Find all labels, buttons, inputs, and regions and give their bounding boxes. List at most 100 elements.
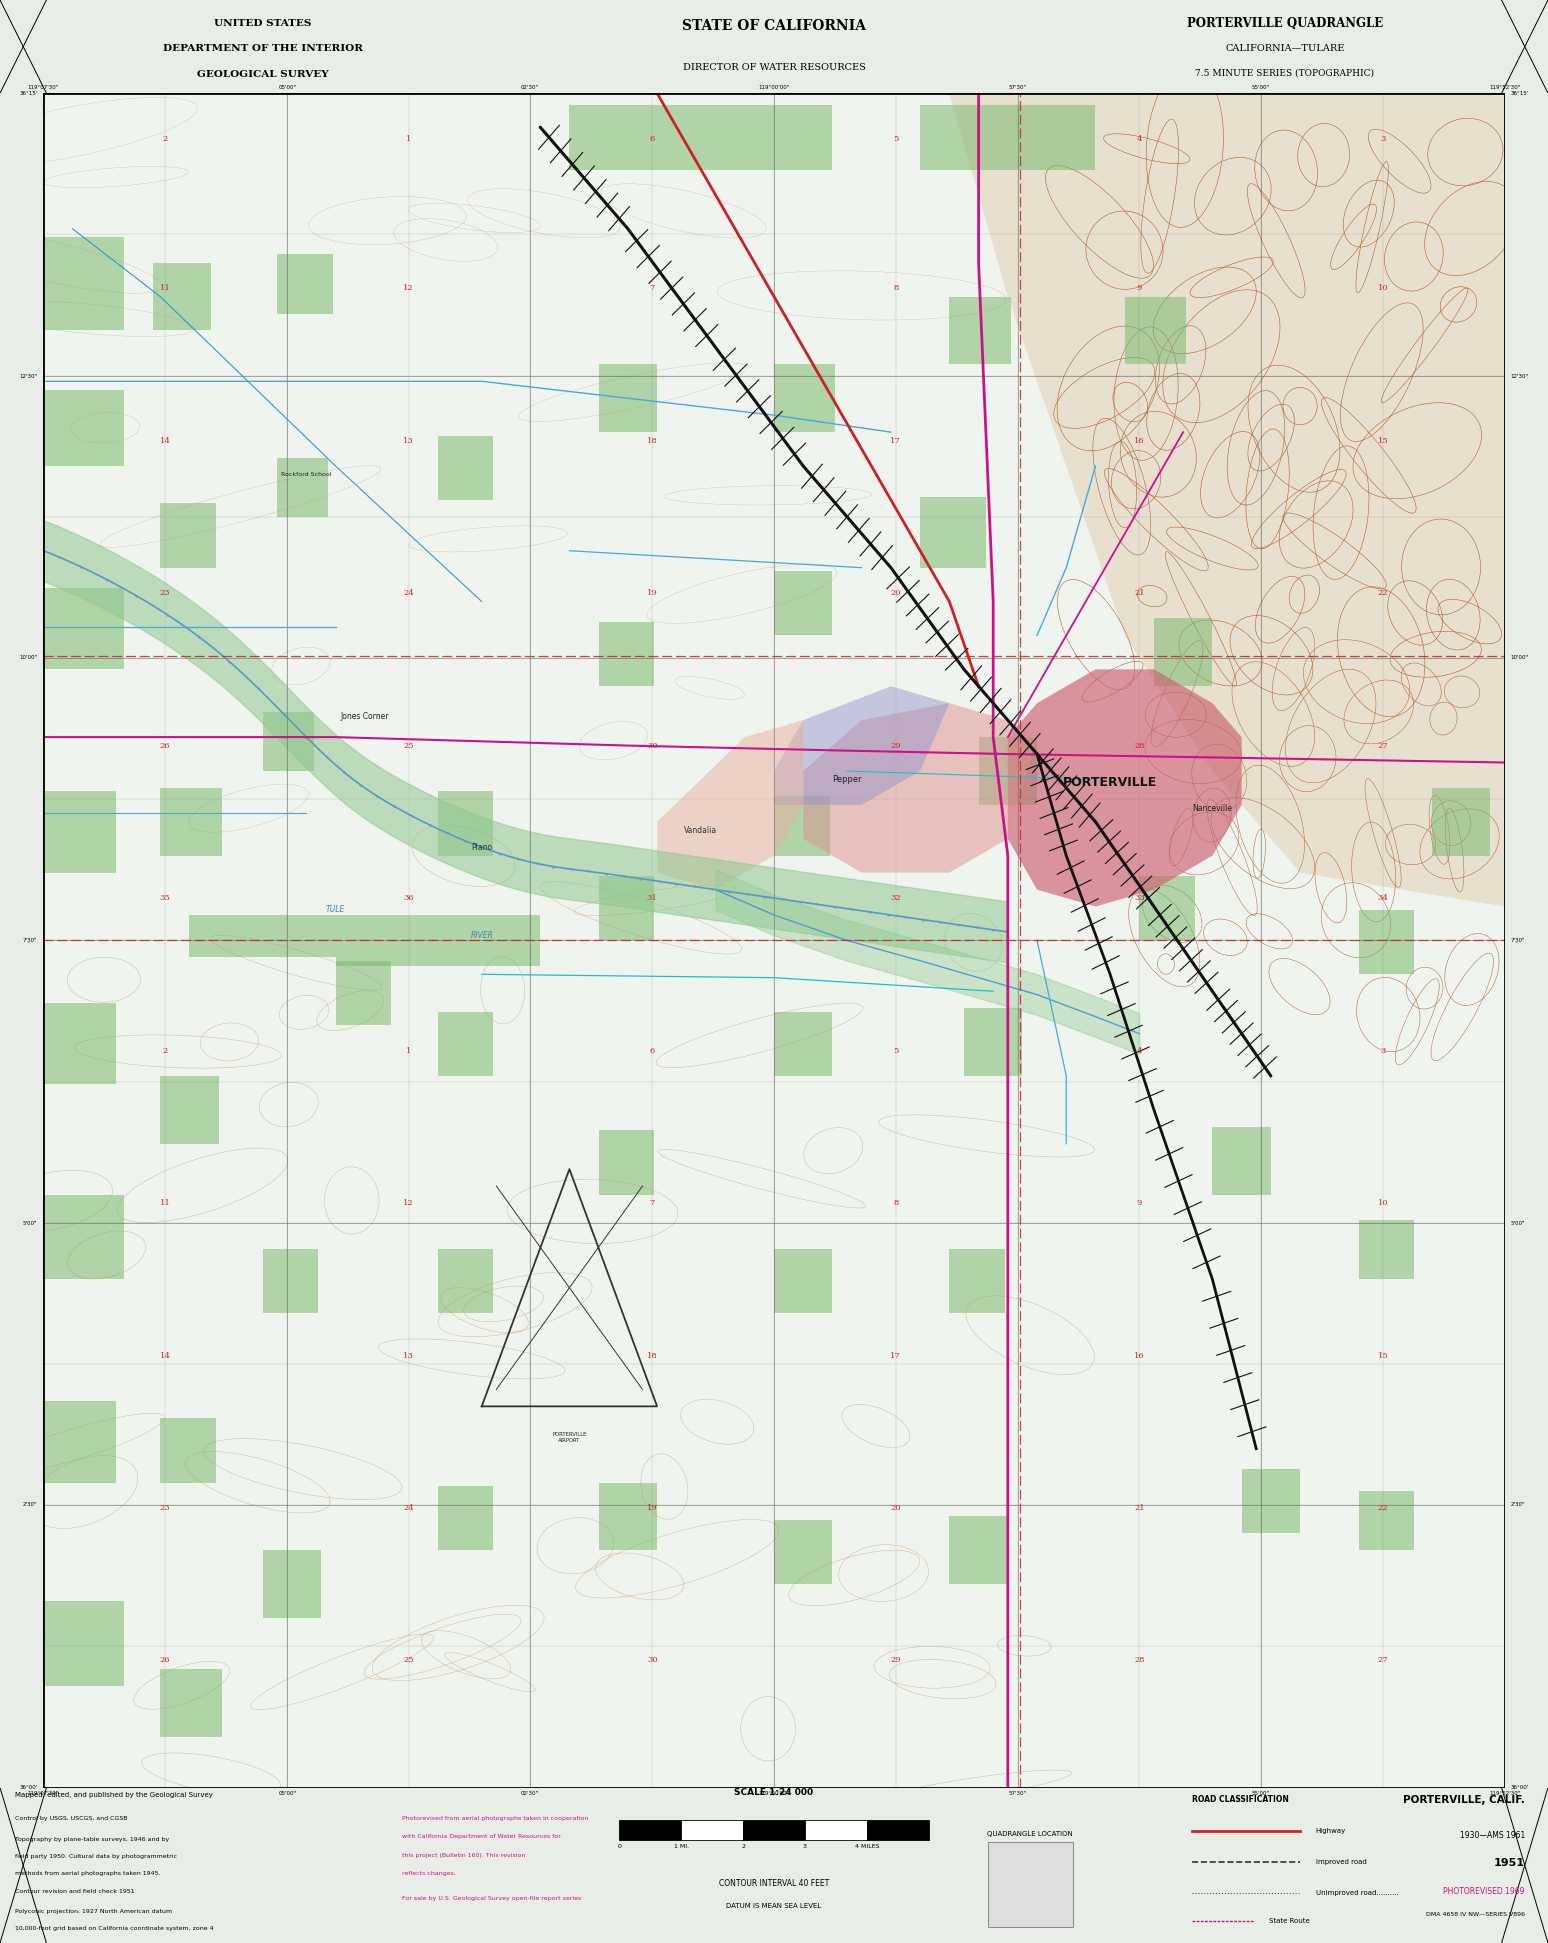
Text: 2: 2 <box>163 134 167 144</box>
Bar <box>920 497 986 567</box>
Bar <box>570 105 833 169</box>
Text: 12'30": 12'30" <box>1511 373 1528 379</box>
Polygon shape <box>949 93 1505 907</box>
Text: 55'00": 55'00" <box>1252 85 1269 89</box>
Bar <box>988 1842 1073 1927</box>
Text: 1951: 1951 <box>1494 1858 1525 1867</box>
Text: DATUM IS MEAN SEA LEVEL: DATUM IS MEAN SEA LEVEL <box>726 1902 822 1908</box>
Text: 12: 12 <box>404 284 413 291</box>
Text: 9: 9 <box>1136 284 1142 291</box>
Bar <box>263 1249 317 1313</box>
Text: 13: 13 <box>404 1352 413 1360</box>
Text: PORTERVILLE, CALIF.: PORTERVILLE, CALIF. <box>1402 1795 1525 1805</box>
Text: 119°07'30": 119°07'30" <box>28 85 59 89</box>
Bar <box>978 736 1037 804</box>
Text: 30: 30 <box>647 1657 658 1665</box>
Text: 14: 14 <box>159 1352 170 1360</box>
Text: 23: 23 <box>159 589 170 597</box>
Bar <box>1212 1127 1271 1195</box>
Text: 23: 23 <box>159 1504 170 1512</box>
Bar <box>964 1008 1022 1076</box>
Text: 1 MI.: 1 MI. <box>673 1844 689 1848</box>
Text: 27: 27 <box>1378 742 1389 750</box>
Text: Improved road: Improved road <box>1316 1859 1367 1865</box>
Text: 2'30": 2'30" <box>23 1502 37 1508</box>
Text: Vandalia: Vandalia <box>684 826 717 835</box>
Bar <box>43 1003 116 1084</box>
Text: Nanceville: Nanceville <box>1192 804 1232 812</box>
Text: Mapped, edited, and published by the Geological Survey: Mapped, edited, and published by the Geo… <box>15 1791 214 1797</box>
Text: 3: 3 <box>1381 134 1385 144</box>
Text: State Route: State Route <box>1269 1918 1310 1924</box>
Text: 22: 22 <box>1378 589 1389 597</box>
Text: 18: 18 <box>647 437 658 445</box>
Text: 1930—AMS 1961: 1930—AMS 1961 <box>1460 1830 1525 1840</box>
Text: 0: 0 <box>618 1844 621 1848</box>
Text: 4 MILES: 4 MILES <box>854 1844 879 1848</box>
Text: 6: 6 <box>650 1047 655 1055</box>
Text: 36°00': 36°00' <box>19 1786 37 1790</box>
Bar <box>805 1821 867 1840</box>
Bar <box>336 960 392 1026</box>
Bar <box>867 1821 929 1840</box>
Text: 36: 36 <box>404 894 413 902</box>
Bar <box>1359 909 1413 973</box>
Text: 20: 20 <box>890 589 901 597</box>
Bar <box>161 789 221 855</box>
Text: For sale by U.S. Geological Survey open-file report series: For sale by U.S. Geological Survey open-… <box>402 1896 582 1902</box>
Polygon shape <box>803 703 1037 872</box>
Text: 29: 29 <box>890 742 901 750</box>
Text: Plano: Plano <box>471 843 492 851</box>
Text: 12'30": 12'30" <box>20 373 37 379</box>
Text: QUADRANGLE LOCATION: QUADRANGLE LOCATION <box>986 1830 1073 1838</box>
Text: 11: 11 <box>159 1199 170 1207</box>
Text: 14: 14 <box>159 437 170 445</box>
Text: 10: 10 <box>1378 1199 1389 1207</box>
Text: with California Department of Water Resources for: with California Department of Water Reso… <box>402 1834 562 1840</box>
Bar <box>161 1669 221 1737</box>
Polygon shape <box>1008 668 1241 907</box>
Text: 55'00": 55'00" <box>1252 1791 1269 1795</box>
Text: Topography by plane-table surveys, 1946 and by: Topography by plane-table surveys, 1946 … <box>15 1838 170 1842</box>
Bar <box>43 1401 116 1483</box>
Text: 119°00'00": 119°00'00" <box>759 1791 789 1795</box>
Text: 119°52'30": 119°52'30" <box>1489 85 1520 89</box>
Bar <box>43 237 124 330</box>
Text: 2: 2 <box>163 1047 167 1055</box>
Bar <box>743 1821 805 1840</box>
Bar <box>43 391 124 466</box>
Text: 18: 18 <box>647 1352 658 1360</box>
Text: 26: 26 <box>159 1657 170 1665</box>
Bar <box>438 1486 494 1551</box>
Text: 05'00": 05'00" <box>279 85 296 89</box>
Text: 29: 29 <box>890 1657 901 1665</box>
Text: 36°00': 36°00' <box>1511 1786 1529 1790</box>
Bar <box>43 791 116 872</box>
Text: RIVER: RIVER <box>471 931 494 940</box>
Polygon shape <box>656 721 803 890</box>
Text: 24: 24 <box>404 589 413 597</box>
Text: 30: 30 <box>647 742 658 750</box>
Text: 17: 17 <box>890 437 901 445</box>
Text: 36°15': 36°15' <box>19 91 37 95</box>
Text: PORTERVILLE QUADRANGLE: PORTERVILLE QUADRANGLE <box>1187 17 1382 29</box>
Bar <box>336 915 540 966</box>
Text: 4: 4 <box>1136 1047 1142 1055</box>
Text: 10: 10 <box>1378 284 1389 291</box>
Bar <box>438 791 494 855</box>
Bar <box>1359 1220 1413 1278</box>
Text: TULE: TULE <box>327 905 345 915</box>
Bar <box>1359 1490 1413 1551</box>
Bar <box>949 297 1011 365</box>
Text: 34: 34 <box>1378 894 1389 902</box>
Bar <box>263 1551 320 1619</box>
Text: 19: 19 <box>647 589 658 597</box>
Text: 25: 25 <box>404 742 413 750</box>
Bar <box>43 1601 124 1687</box>
Bar <box>43 589 124 668</box>
Text: 8: 8 <box>893 1199 898 1207</box>
Text: 7: 7 <box>650 1199 655 1207</box>
Bar <box>1139 876 1195 940</box>
Text: 24: 24 <box>404 1504 413 1512</box>
Bar <box>599 365 656 431</box>
